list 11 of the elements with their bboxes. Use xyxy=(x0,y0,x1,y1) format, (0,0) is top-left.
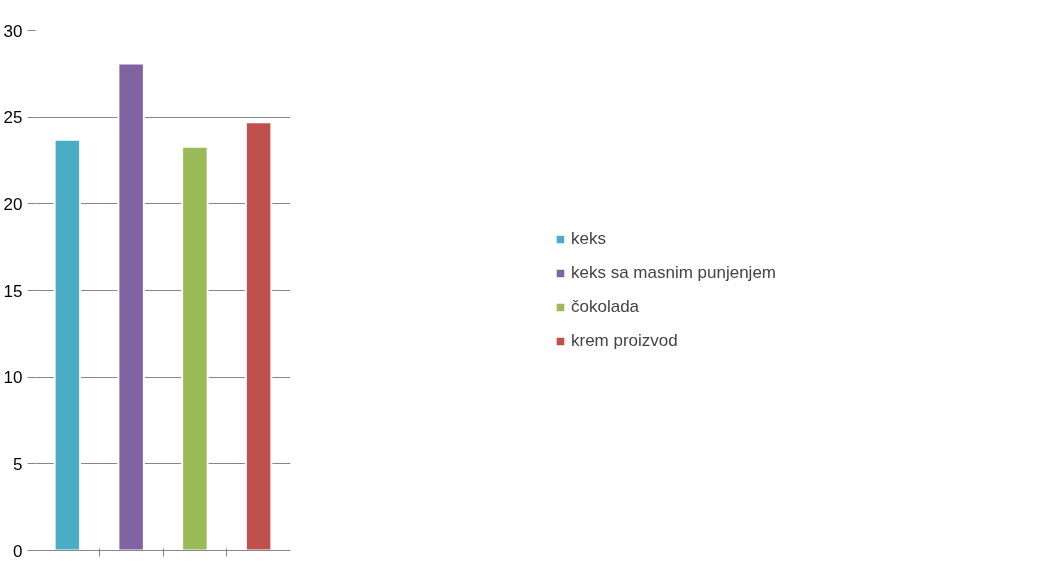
y-tick-label: 15 xyxy=(3,281,23,301)
y-tick-label: 0 xyxy=(13,541,23,561)
y-tick-label: 30 xyxy=(3,21,23,41)
y-tick-label: 25 xyxy=(3,108,23,128)
legend-label: čokolada xyxy=(570,297,640,317)
legend-label: krem proizvod xyxy=(570,331,678,351)
legend-label: keks xyxy=(570,229,606,249)
y-tick-label: 20 xyxy=(3,194,23,214)
y-tick-label: 5 xyxy=(13,454,23,474)
y-tick-label: 10 xyxy=(3,368,23,388)
legend-label: keks sa masnim punjenjem xyxy=(570,263,777,283)
